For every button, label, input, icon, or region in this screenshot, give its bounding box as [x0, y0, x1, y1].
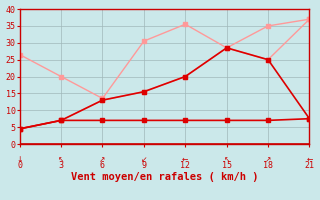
Text: ←: ←	[306, 155, 313, 164]
Text: ↓: ↓	[17, 155, 23, 164]
Text: ↗: ↗	[99, 155, 106, 164]
Text: ←: ←	[182, 155, 188, 164]
Text: ↖: ↖	[58, 155, 64, 164]
Text: ↖: ↖	[223, 155, 230, 164]
Text: ↗: ↗	[265, 155, 271, 164]
X-axis label: Vent moyen/en rafales ( km/h ): Vent moyen/en rafales ( km/h )	[71, 172, 258, 182]
Text: ↙: ↙	[141, 155, 147, 164]
